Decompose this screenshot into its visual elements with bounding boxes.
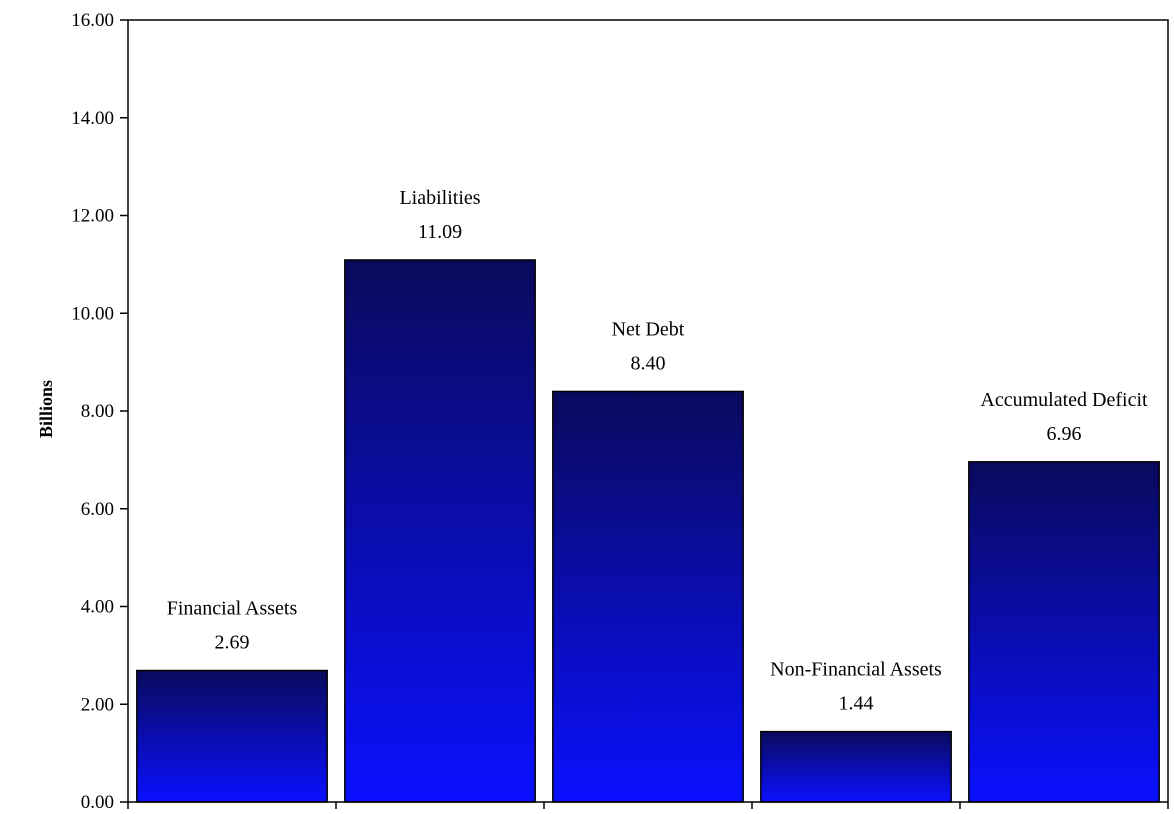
bar-value-label-0: 2.69: [215, 632, 250, 654]
bar-1: [344, 259, 536, 803]
y-tick-label-0: 0.00: [81, 792, 114, 813]
y-axis-title: Billions: [36, 380, 56, 438]
bar-category-label-0: Financial Assets: [167, 598, 298, 620]
y-tick-label-3: 6.00: [81, 499, 114, 520]
y-tick-label-5: 10.00: [71, 303, 114, 324]
bar-value-label-2: 8.40: [631, 352, 666, 374]
y-tick-label-2: 4.00: [81, 597, 114, 618]
y-tick-label-1: 2.00: [81, 694, 114, 715]
y-tick-label-8: 16.00: [71, 10, 114, 31]
y-tick-label-4: 8.00: [81, 401, 114, 422]
bar-value-label-3: 1.44: [839, 693, 874, 715]
bar-value-label-4: 6.96: [1047, 423, 1082, 445]
bar-4: [968, 461, 1160, 803]
bar-0: [136, 669, 328, 803]
bar-category-label-4: Accumulated Deficit: [980, 389, 1148, 411]
bar-2: [552, 390, 744, 803]
bar-category-label-3: Non-Financial Assets: [770, 659, 942, 681]
y-tick-label-7: 14.00: [71, 108, 114, 129]
bar-category-label-1: Liabilities: [399, 187, 480, 209]
bar-3: [760, 730, 952, 803]
bar-category-label-2: Net Debt: [612, 318, 685, 340]
bar-value-label-1: 11.09: [418, 221, 462, 243]
y-tick-label-6: 12.00: [71, 206, 114, 227]
